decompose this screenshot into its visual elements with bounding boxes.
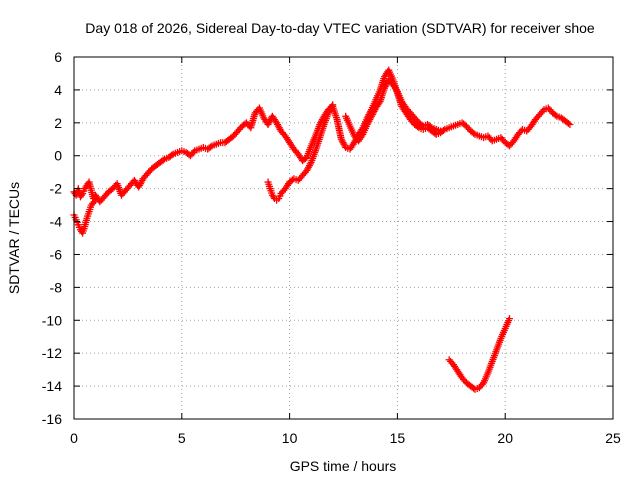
series-points [342, 76, 445, 145]
data-point-trace [564, 119, 572, 127]
data-point-trace [189, 148, 197, 156]
y-tick-label: 4 [54, 82, 62, 98]
data-point-trace [470, 129, 478, 137]
y-tick-label: -8 [50, 279, 63, 295]
y-tick-label: 2 [54, 115, 62, 131]
x-tick-label: 10 [282, 430, 298, 446]
data-point [437, 127, 445, 135]
series-points [70, 66, 574, 206]
data-point-trace [78, 191, 86, 199]
data-point-trace [207, 143, 215, 151]
series-points [70, 196, 100, 237]
data-point [92, 196, 100, 204]
data-point-trace [159, 156, 167, 164]
data-point [566, 120, 574, 128]
data-point-trace [90, 198, 98, 206]
y-tick-label: -10 [42, 312, 62, 328]
y-axis-label: SDTVAR / TECUs [6, 182, 22, 294]
y-tick-label: -12 [42, 345, 62, 361]
x-axis-label: GPS time / hours [290, 458, 397, 474]
data-point-trace [269, 193, 277, 201]
chart-title: Day 018 of 2026, Sidereal Day-to-day VTE… [85, 20, 595, 36]
x-tick-label: 20 [497, 430, 513, 446]
x-tick-label: 5 [178, 430, 186, 446]
y-tick-label: -14 [42, 378, 62, 394]
y-tick-label: 6 [54, 49, 62, 65]
data-point [506, 315, 514, 323]
x-tick-label: 15 [390, 430, 406, 446]
data-point-trace [306, 160, 314, 168]
data-point-trace [426, 123, 434, 131]
data-series [70, 66, 574, 393]
data-point-trace [392, 86, 400, 94]
data-point-trace [328, 102, 336, 110]
data-point-trace [478, 380, 486, 388]
data-point-trace [168, 151, 176, 159]
data-point-trace [358, 132, 366, 140]
y-tick-label: -2 [50, 181, 63, 197]
data-point [329, 101, 337, 109]
grid-lines [74, 57, 613, 419]
y-tick-label: -6 [50, 246, 63, 262]
series-points [445, 315, 514, 393]
y-tick-label: -4 [50, 214, 63, 230]
data-point-trace [552, 111, 560, 119]
y-tick-label: 0 [54, 148, 62, 164]
x-tick-label: 25 [605, 430, 621, 446]
x-tick-label: 0 [70, 430, 78, 446]
y-tick-label: -16 [42, 411, 62, 427]
series-points [264, 101, 337, 204]
data-point-trace [375, 99, 383, 107]
data-point-trace [539, 107, 547, 115]
plot-frame [73, 56, 614, 420]
